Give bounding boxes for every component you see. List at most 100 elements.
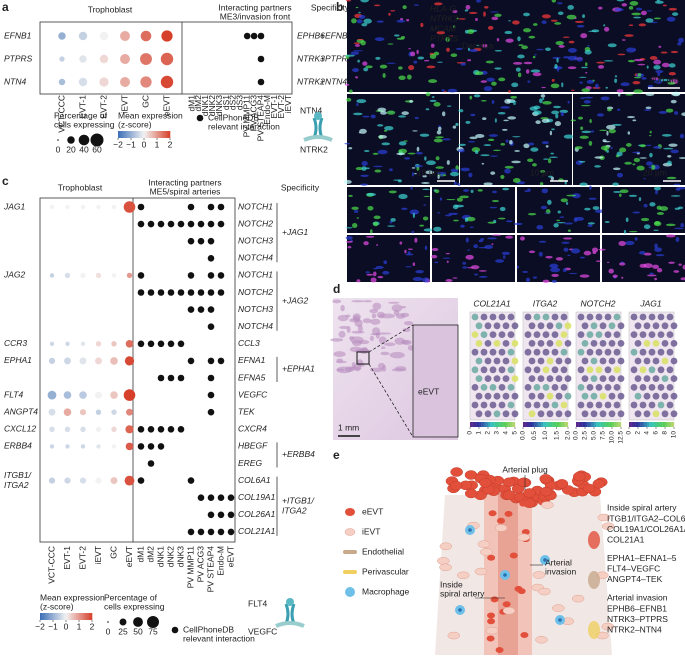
texture [469,136,478,140]
texture [639,263,647,268]
size-tick-label: 0 [106,626,111,636]
legend-text: CellPhoneDB [208,112,259,122]
expression-dot [49,426,55,432]
partner-label: NTRK3 [297,53,325,63]
spot [661,410,669,418]
scale-label: 1 mm [338,422,359,432]
texture [677,206,684,210]
expression-dot [99,77,109,87]
expression-dot [79,357,87,365]
colorbar-cell [79,613,81,620]
texture [481,162,485,165]
spot [595,366,603,374]
texture [603,60,614,62]
ievt-cell [494,524,508,532]
colorbar-cell [163,131,166,138]
spot [542,366,550,374]
texture [460,224,465,228]
spot [581,340,589,347]
expression-dot [64,426,71,432]
texture [556,222,566,224]
spot [581,375,589,382]
spot [617,392,625,400]
texture [584,207,591,211]
colorbar-cell [591,422,595,427]
texture [498,77,506,82]
texture [356,102,359,107]
partner-label: NOTCH2 [238,287,273,297]
spot [484,410,492,418]
texture [467,249,470,251]
texture [562,36,570,38]
spot [546,375,554,382]
texture [538,240,547,243]
texture [628,194,638,197]
texture [632,151,641,154]
spot [498,366,506,374]
texture [591,247,599,253]
interaction-dot [137,340,145,348]
texture [659,206,669,211]
spot [560,348,568,356]
texture [596,113,605,117]
spot [555,375,563,382]
interaction-dot [197,237,205,245]
texture [567,229,571,232]
texture [453,181,457,185]
texture [588,197,597,200]
colorbar-cell [75,613,77,620]
colorbar-cell [128,131,130,138]
texture [568,272,578,275]
partner-label: TEK [238,406,255,416]
interaction-dot [217,494,225,502]
texture [489,11,499,13]
spot [484,357,492,365]
texture [509,100,517,103]
spot [533,366,541,374]
texture [413,4,420,6]
eevt-cell [573,471,586,482]
colorbar-cell [499,422,502,427]
colorbar-cell [158,131,160,138]
expression-dot [64,477,71,484]
expression-dot [160,75,174,89]
spot [581,392,589,400]
region-label: Decidua [462,40,493,50]
interaction-dot [207,220,215,228]
interaction-text: COL21A1 [607,534,645,544]
colorbar-cell [85,613,88,620]
spot [608,357,616,365]
legend-title: cells expressing [104,601,165,611]
texture [357,59,360,63]
colorbar-cell [146,131,149,138]
spot [511,322,519,330]
texture [541,20,547,25]
column-label: dNK3 [175,546,185,568]
interaction-dot [147,220,155,228]
texture [511,82,519,88]
expression-dot [125,442,134,451]
texture [505,139,509,143]
texture [536,224,544,230]
texture [641,77,647,80]
colorbar-cell [123,131,125,138]
texture [398,115,406,118]
partner-label: NOTCH1 [238,201,273,211]
colorbar-cell [523,422,526,427]
texture [677,42,682,46]
colorbar-cell [58,613,60,620]
interaction-dot [207,357,215,365]
expression-dot [111,444,117,449]
texture [424,156,427,161]
texture [583,96,594,99]
texture [483,182,493,186]
texture [628,24,634,27]
tissue [381,346,386,350]
texture [442,138,451,141]
texture [633,16,641,19]
texture [419,224,425,227]
texture [407,248,413,250]
texture [505,38,514,43]
specificity-label: +JAG2 [282,295,308,305]
colorbar-cell [631,422,634,427]
